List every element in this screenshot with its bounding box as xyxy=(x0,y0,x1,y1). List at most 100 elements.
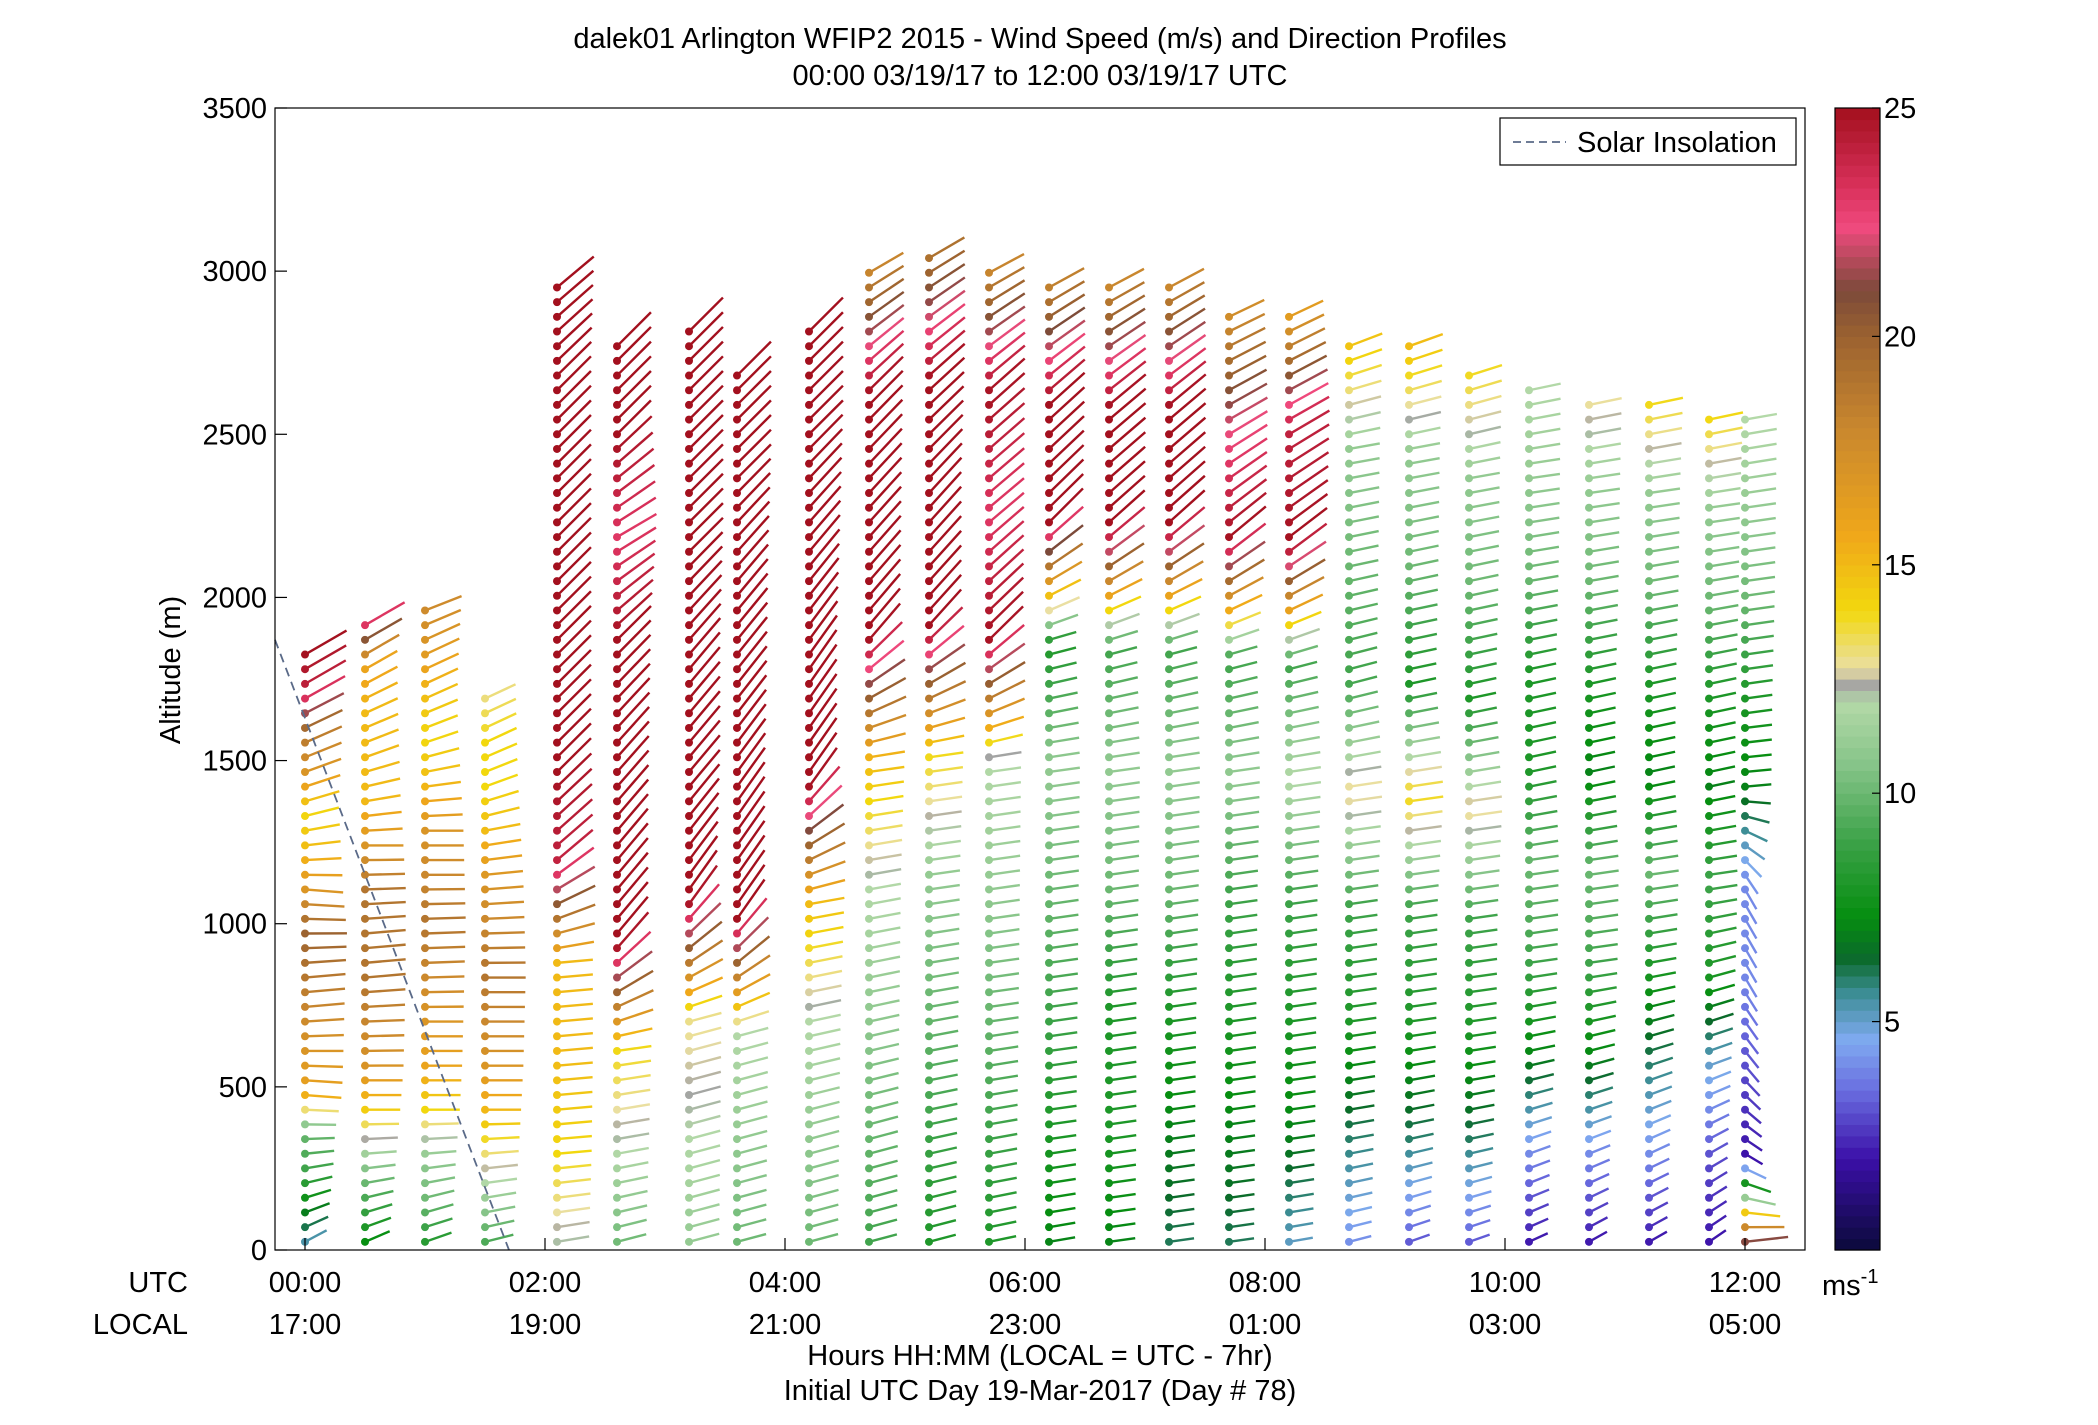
wind-barb-dot xyxy=(481,1061,489,1070)
wind-barb xyxy=(1108,898,1139,906)
wind-barb xyxy=(1048,400,1086,436)
colorbar-cell xyxy=(1835,267,1880,280)
wind-barb xyxy=(1288,1060,1316,1067)
wind-barb xyxy=(1648,898,1679,906)
wind-barb-dot xyxy=(1585,1017,1593,1026)
wind-barb xyxy=(988,1191,1017,1199)
wind-barb xyxy=(556,634,592,671)
wind-barb-dot xyxy=(613,753,621,762)
wind-barb-dot xyxy=(733,489,741,498)
wind-barb xyxy=(1288,928,1318,935)
wind-barb xyxy=(1588,765,1616,774)
wind-barb xyxy=(1288,898,1318,906)
wind-barb-dot xyxy=(1165,400,1173,409)
wind-barb-dot xyxy=(1045,1120,1053,1129)
wind-barb-dot xyxy=(1285,386,1293,395)
wind-barb-dot xyxy=(985,665,993,674)
wind-barb-dot xyxy=(1165,591,1173,600)
wind-barb-dot xyxy=(805,738,813,747)
wind-barb-dot xyxy=(1405,944,1413,953)
wind-barb xyxy=(928,661,967,685)
wind-barb-dot xyxy=(301,1164,309,1173)
wind-barb-dot xyxy=(1285,327,1293,336)
wind-barb xyxy=(364,1216,392,1229)
wind-barb-dot xyxy=(613,812,621,821)
wind-barb xyxy=(1348,987,1377,994)
wind-barb-dot xyxy=(1405,1208,1413,1217)
wind-barb xyxy=(928,456,963,494)
wind-barb-dot xyxy=(1465,1046,1473,1055)
wind-barb-dot xyxy=(985,1061,993,1070)
wind-barb-dot xyxy=(613,767,621,776)
wind-barb-dot xyxy=(553,1091,561,1100)
wind-barb xyxy=(1108,431,1147,465)
wind-barb-dot xyxy=(985,415,993,424)
wind-barb xyxy=(1108,612,1140,627)
wind-barb xyxy=(1528,972,1558,979)
wind-barb xyxy=(1588,412,1622,421)
wind-barb xyxy=(1048,1060,1078,1067)
wind-barb xyxy=(1648,531,1680,539)
wind-barb xyxy=(928,428,964,465)
colorbar-cell xyxy=(1835,324,1880,337)
wind-barb-dot xyxy=(1645,606,1653,615)
wind-barb-dot xyxy=(421,1061,429,1070)
wind-barb-dot xyxy=(925,562,933,571)
wind-barb-dot xyxy=(613,547,621,556)
wind-barb xyxy=(556,590,592,627)
wind-barb-dot xyxy=(1585,797,1593,806)
wind-barb xyxy=(1468,573,1499,583)
wind-barb xyxy=(1408,1103,1435,1111)
wind-barb xyxy=(304,757,342,774)
wind-barb-dot xyxy=(1585,929,1593,938)
wind-barb-dot xyxy=(1705,694,1713,703)
wind-barb xyxy=(616,648,652,685)
wind-barb xyxy=(1288,479,1329,509)
wind-barb-dot xyxy=(805,650,813,659)
wind-barb-dot xyxy=(1705,929,1713,938)
wind-barb-dot xyxy=(1225,973,1233,982)
wind-barb xyxy=(364,649,398,671)
wind-barb-dot xyxy=(1705,1002,1713,1011)
wind-barb xyxy=(1588,780,1616,788)
wind-barb-dot xyxy=(1705,1164,1713,1173)
wind-barb xyxy=(556,370,592,406)
wind-barb-dot xyxy=(481,900,489,909)
wind-barb xyxy=(1048,578,1082,597)
wind-barb-dot xyxy=(1645,812,1653,821)
wind-barb xyxy=(928,588,963,626)
wind-barb-dot xyxy=(553,1164,561,1173)
wind-barb xyxy=(688,326,724,362)
wind-barb-dot xyxy=(1165,1061,1173,1070)
x-axis-label: Hours HH:MM (LOCAL = UTC - 7hr) xyxy=(807,1340,1272,1372)
wind-barb-dot xyxy=(1285,577,1293,586)
wind-barb xyxy=(484,1219,515,1229)
wind-barb-dot xyxy=(1225,1179,1233,1188)
wind-barb xyxy=(1168,1119,1196,1126)
wind-barb xyxy=(364,900,406,906)
wind-barb-dot xyxy=(553,973,561,982)
wind-barb-dot xyxy=(301,1046,309,1055)
wind-barb xyxy=(1348,500,1380,509)
wind-barb xyxy=(928,716,966,730)
wind-barb-dot xyxy=(1345,988,1353,997)
wind-barb xyxy=(616,326,652,362)
wind-barb xyxy=(988,520,1025,553)
wind-barb xyxy=(424,667,459,685)
wind-barb-dot xyxy=(733,694,741,703)
x-tick-label-local: 19:00 xyxy=(509,1309,582,1341)
wind-barb xyxy=(868,765,905,774)
wind-barb-dot xyxy=(1525,1002,1533,1011)
wind-barb xyxy=(988,781,1021,788)
wind-barb xyxy=(1288,675,1318,686)
wind-barb xyxy=(1168,898,1199,906)
colorbar-cell xyxy=(1835,599,1880,612)
wind-barb xyxy=(1108,387,1147,421)
wind-barb xyxy=(1468,544,1500,553)
wind-barb-dot xyxy=(1165,459,1173,468)
wind-barb xyxy=(1048,1236,1076,1244)
wind-barb xyxy=(616,1132,650,1141)
wind-barb-dot xyxy=(1045,1149,1053,1158)
wind-barb xyxy=(1408,1146,1434,1155)
wind-barb xyxy=(556,922,596,935)
